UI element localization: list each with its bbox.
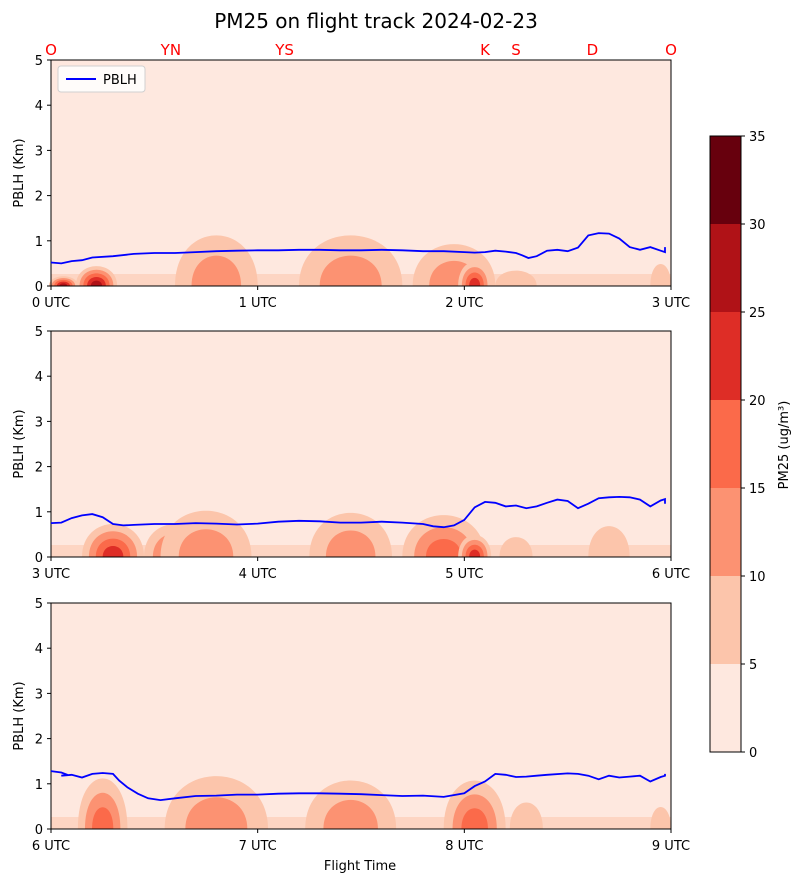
y-tick-label: 4 xyxy=(35,642,43,657)
pm25-contour xyxy=(650,263,671,286)
axes-frame xyxy=(50,330,672,558)
y-tick-label: 5 xyxy=(35,325,43,340)
site-labels: O YN YS K S D O xyxy=(45,41,677,59)
pm25-contour xyxy=(650,806,671,829)
y-tick-label: 0 xyxy=(35,551,43,566)
y-tick-label: 4 xyxy=(35,370,43,385)
x-tick-label: 6 UTC xyxy=(652,567,690,582)
panel-2: 0 1 2 3 4 5 PBLH (Km) 6 UTC 7 UTC 8 UTC 9 UTC xyxy=(12,597,690,854)
colorbar-tick-label: 10 xyxy=(749,570,766,585)
x-tick-label: 3 UTC xyxy=(32,567,70,582)
y-tick-label: 1 xyxy=(35,506,43,521)
pm25-contour xyxy=(509,802,543,829)
colorbar-segment xyxy=(710,312,741,400)
x-axis-label: Flight Time xyxy=(324,859,396,874)
pm25-contour xyxy=(319,255,382,286)
x-tick-label: 9 UTC xyxy=(652,839,690,854)
site-label: D xyxy=(587,41,599,59)
x-tick-label: 4 UTC xyxy=(239,567,277,582)
legend: PBLH xyxy=(57,65,146,93)
site-label: S xyxy=(511,41,521,59)
colorbar-segment xyxy=(710,136,741,224)
pm25-contour xyxy=(588,526,630,557)
x-tick-label: 2 UTC xyxy=(445,296,483,311)
panel-1: 0 1 2 3 4 5 PBLH (Km) 3 UTC 4 UTC 5 UTC 6 UTC xyxy=(12,325,690,582)
pm25-contour xyxy=(461,808,488,829)
colorbar-tick-label: 35 xyxy=(749,130,766,145)
colorbar-tick-label: 20 xyxy=(749,394,766,409)
colorbar-segment xyxy=(710,664,741,752)
pm25-contour xyxy=(323,799,378,829)
colorbar-segment xyxy=(710,488,741,576)
y-axis-label: PBLH (Km) xyxy=(12,138,27,207)
pm25-contour xyxy=(102,545,124,557)
pm25-contour xyxy=(59,283,68,286)
pm25-contour xyxy=(191,255,242,286)
colorbar-segment xyxy=(710,576,741,664)
axes-frame xyxy=(50,59,672,287)
y-tick-label: 0 xyxy=(35,280,43,295)
y-tick-label: 3 xyxy=(35,687,43,702)
y-tick-label: 1 xyxy=(35,235,43,250)
y-axis-label: PBLH (Km) xyxy=(12,681,27,750)
chart-title: PM25 on flight track 2024-02-23 xyxy=(214,9,538,33)
axes-frame xyxy=(50,602,672,830)
pblh-line xyxy=(50,770,666,802)
pm25-contour xyxy=(325,530,376,557)
site-label: O xyxy=(665,41,677,59)
pm25-contour xyxy=(178,529,234,557)
y-tick-label: 2 xyxy=(35,461,43,476)
x-tick-label: 8 UTC xyxy=(445,839,483,854)
x-tick-label: 7 UTC xyxy=(239,839,277,854)
pblh-line xyxy=(50,232,666,265)
colorbar-frame xyxy=(709,135,742,753)
y-tick-label: 5 xyxy=(35,54,43,69)
y-tick-label: 1 xyxy=(35,778,43,793)
y-axis-label: PBLH (Km) xyxy=(12,409,27,478)
site-label: YS xyxy=(274,41,294,59)
legend-label-pblh: PBLH xyxy=(103,73,137,88)
x-tick-label: 6 UTC xyxy=(32,839,70,854)
colorbar: 0 5 10 15 20 25 30 35 xyxy=(709,130,766,761)
y-tick-label: 2 xyxy=(35,733,43,748)
site-label: YN xyxy=(160,41,181,59)
pm25-contour xyxy=(469,549,481,557)
y-tick-label: 5 xyxy=(35,597,43,612)
site-label: O xyxy=(45,41,57,59)
colorbar-tick-label: 0 xyxy=(749,746,757,761)
pm25-contour xyxy=(499,537,533,557)
x-tick-label: 5 UTC xyxy=(445,567,483,582)
colorbar-segment xyxy=(710,224,741,312)
x-tick-label: 0 UTC xyxy=(32,296,70,311)
pblh-line xyxy=(50,495,666,529)
legend-box xyxy=(57,65,146,93)
y-tick-label: 0 xyxy=(35,823,43,838)
panel-0: 0 1 2 3 4 5 PBLH (Km) 0 UTC 1 UTC 2 UTC 3 UTC xyxy=(12,54,690,311)
pm25-contour xyxy=(185,797,248,829)
colorbar-label: PM25 (ug/m³) xyxy=(777,401,792,490)
site-label: K xyxy=(480,41,491,59)
y-tick-label: 2 xyxy=(35,190,43,205)
pm25-contour xyxy=(92,807,114,829)
pm25-contour xyxy=(425,539,462,557)
pm25-contour xyxy=(495,270,537,286)
colorbar-segment xyxy=(710,400,741,488)
colorbar-tick-label: 5 xyxy=(749,658,757,673)
y-tick-label: 3 xyxy=(35,415,43,430)
pm25-contour xyxy=(469,277,481,286)
x-tick-label: 1 UTC xyxy=(239,296,277,311)
pm25-contour xyxy=(90,280,103,286)
y-tick-label: 3 xyxy=(35,144,43,159)
y-tick-label: 4 xyxy=(35,99,43,114)
colorbar-tick-label: 25 xyxy=(749,306,766,321)
colorbar-tick-label: 30 xyxy=(749,218,766,233)
colorbar-tick-label: 15 xyxy=(749,482,766,497)
x-tick-label: 3 UTC xyxy=(652,296,690,311)
